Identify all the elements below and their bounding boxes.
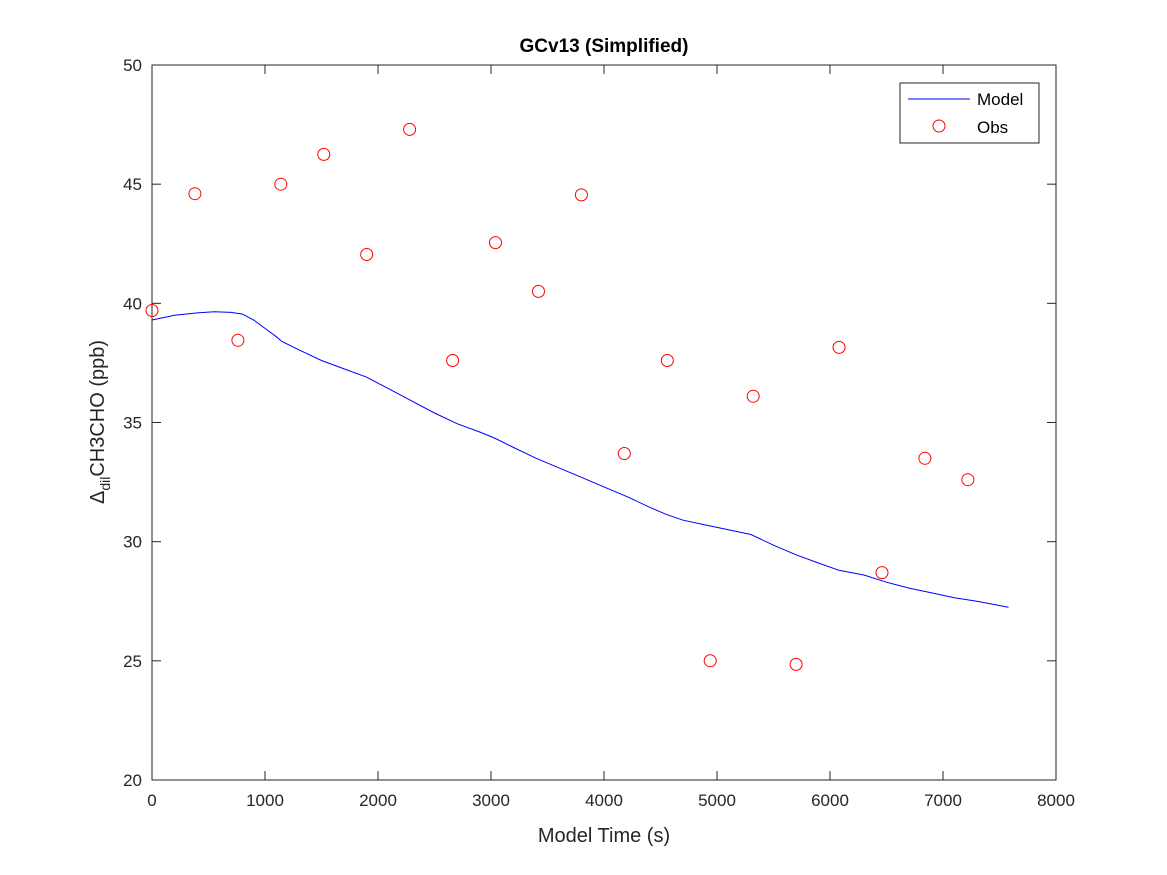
obs-point — [403, 122, 417, 136]
obs-point — [832, 340, 846, 354]
obs-point — [145, 304, 159, 317]
svg-text:ΔdilCH3CHO (ppb): ΔdilCH3CHO (ppb) — [87, 340, 113, 504]
y-tick-label: 35 — [123, 414, 142, 433]
legend-model-label: Model — [977, 90, 1023, 109]
obs-point — [231, 333, 245, 347]
y-axis-label-subscript: dil — [97, 477, 113, 491]
x-tick-label: 7000 — [924, 791, 962, 810]
x-tick-label: 0 — [147, 791, 156, 810]
x-tick-label: 3000 — [472, 791, 510, 810]
obs-point — [789, 657, 803, 671]
obs-point — [446, 354, 460, 367]
y-tick-label: 45 — [123, 175, 142, 194]
y-tick-label: 30 — [123, 533, 142, 552]
obs-point — [574, 188, 588, 202]
obs-series — [145, 122, 975, 671]
obs-point — [360, 248, 374, 261]
y-tick-label: 25 — [123, 652, 142, 671]
obs-point — [617, 447, 631, 460]
y-axis-label-prefix: Δ — [87, 491, 109, 504]
model-line — [151, 311, 1009, 608]
x-tick-label: 1000 — [246, 791, 284, 810]
y-axis-label: ΔdilCH3CHO (ppb) — [87, 340, 113, 504]
y-tick-label: 50 — [123, 56, 142, 75]
obs-point — [274, 177, 288, 191]
legend: Model Obs — [899, 82, 1040, 144]
plot-area — [151, 64, 1057, 781]
x-tick-label: 5000 — [698, 791, 736, 810]
ticks — [151, 64, 1057, 781]
model-series — [151, 311, 1009, 608]
obs-point — [317, 147, 331, 161]
obs-point — [746, 389, 760, 403]
obs-point — [532, 284, 545, 298]
obs-point — [961, 473, 975, 487]
obs-point — [188, 187, 202, 201]
obs-point — [703, 654, 717, 668]
y-axis-label-main: CH3CHO (ppb) — [87, 340, 109, 477]
x-axis-label: Model Time (s) — [538, 825, 670, 847]
legend-obs-marker — [932, 119, 946, 133]
x-tick-label: 2000 — [359, 791, 397, 810]
obs-point — [875, 566, 889, 580]
obs-point — [489, 236, 502, 250]
x-tick-label: 8000 — [1037, 791, 1075, 810]
legend-obs-label: Obs — [977, 118, 1008, 137]
legend-box — [899, 82, 1040, 144]
obs-point — [918, 451, 932, 465]
x-tick-label: 4000 — [585, 791, 623, 810]
y-tick-label: 40 — [123, 294, 142, 313]
chart-title: GCv13 (Simplified) — [520, 36, 689, 57]
x-tick-labels: 0 1000 2000 3000 4000 5000 6000 7000 8000 — [147, 791, 1075, 810]
y-tick-labels: 20 25 30 35 40 45 50 — [123, 56, 142, 790]
obs-point — [660, 354, 674, 367]
y-tick-label: 20 — [123, 771, 142, 790]
x-tick-label: 6000 — [811, 791, 849, 810]
